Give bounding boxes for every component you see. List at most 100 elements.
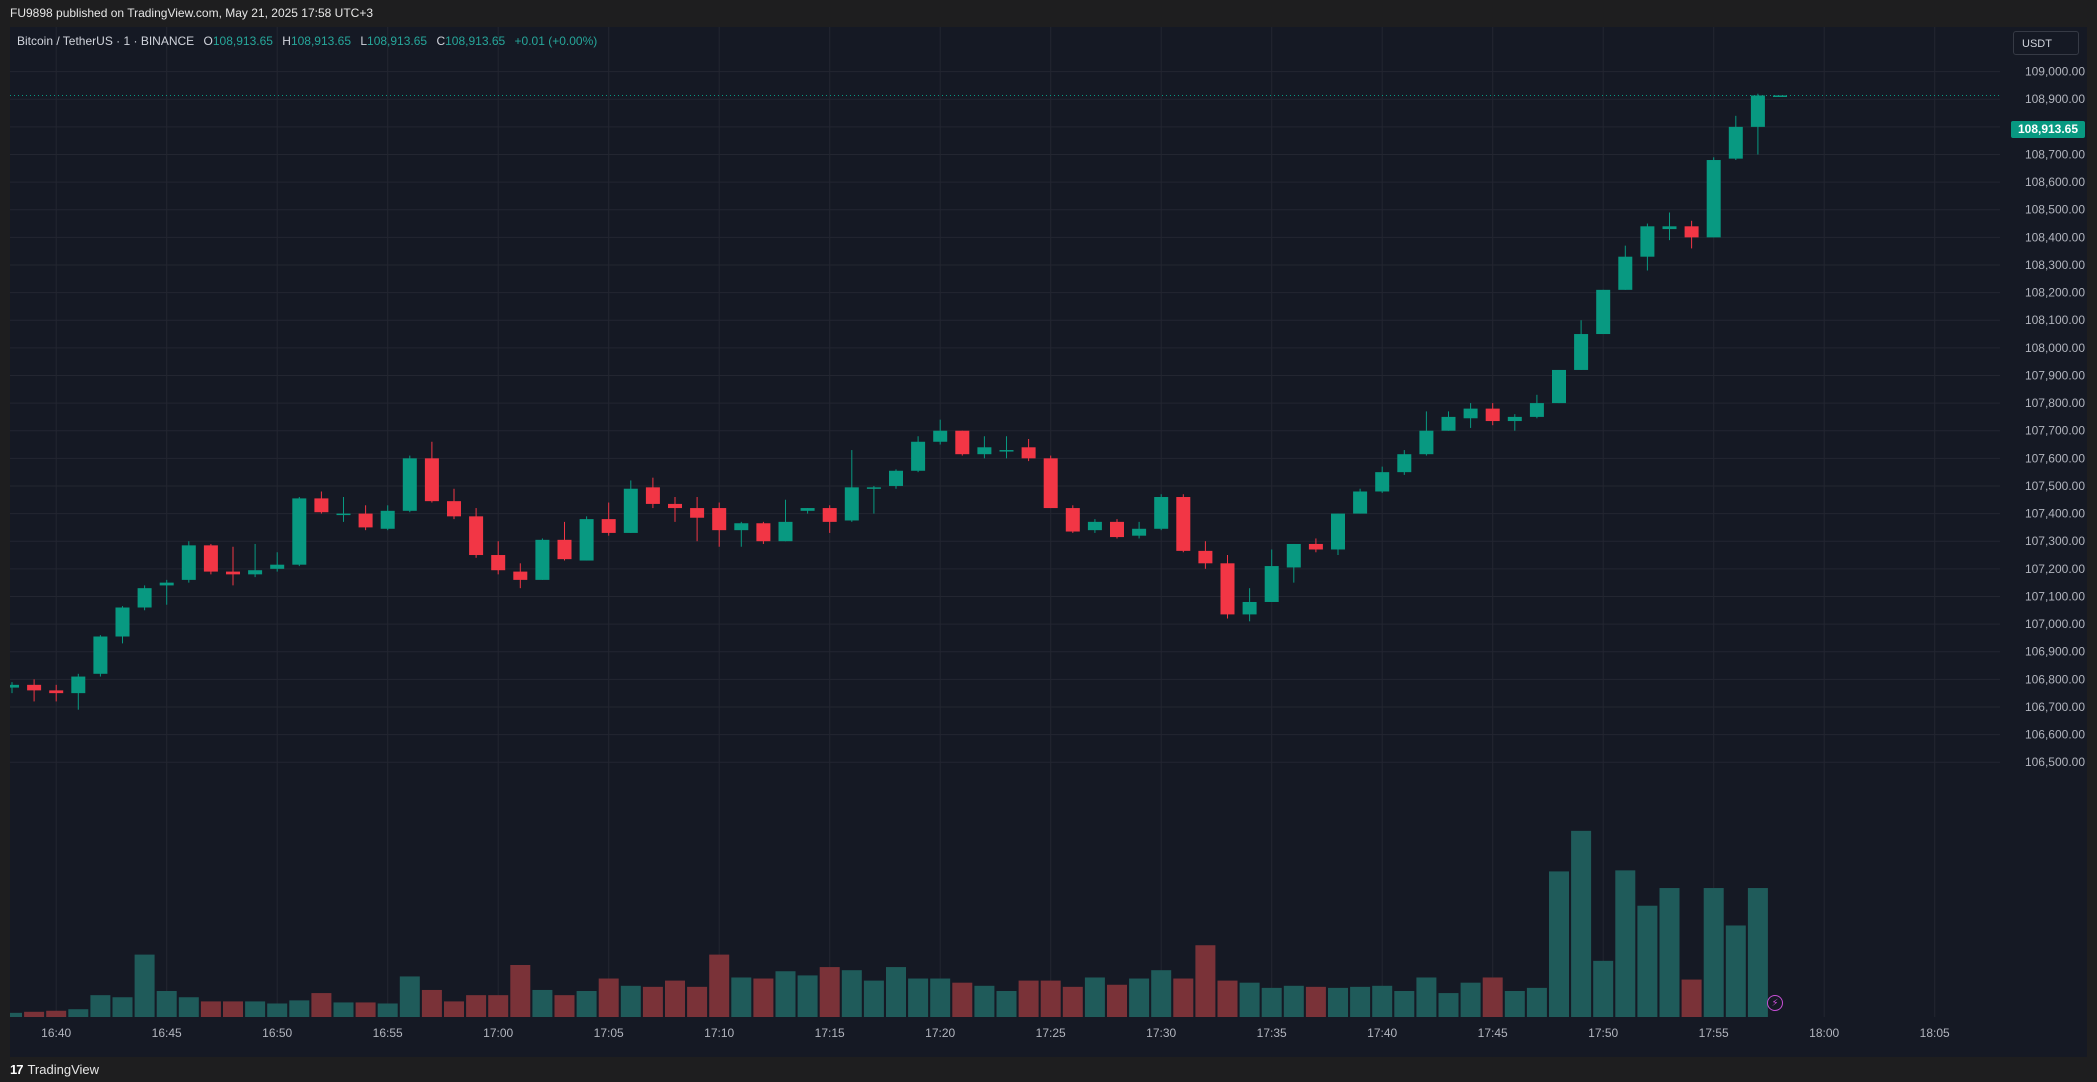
candle-body xyxy=(623,488,638,533)
candle-body xyxy=(977,447,992,455)
price-tick-label: 107,900.00 xyxy=(2025,368,2085,382)
volume-bar xyxy=(930,978,951,1017)
volume-bar xyxy=(1703,888,1724,1017)
published-header: FU9898 published on TradingView.com, May… xyxy=(0,0,2097,27)
candle-body xyxy=(1485,408,1500,422)
volume-bar xyxy=(1659,888,1680,1017)
candle-body xyxy=(1021,447,1036,459)
volume-bar xyxy=(1681,979,1702,1017)
change-value: +0.01 (+0.00%) xyxy=(514,34,598,48)
volume-bar xyxy=(289,1000,310,1017)
candle-body xyxy=(645,487,660,504)
volume-bar xyxy=(886,967,906,1017)
volume-bar xyxy=(1018,980,1039,1017)
chart-grid xyxy=(10,27,2000,1017)
volume-bar xyxy=(863,980,884,1017)
candle-body xyxy=(491,555,506,571)
price-tick-label: 108,400.00 xyxy=(2025,230,2085,244)
candle-body xyxy=(822,508,837,522)
price-axis: 106,500.00 106,600.00 106,700.00 106,800.00… xyxy=(2025,65,2085,770)
candle-body xyxy=(1684,226,1699,238)
lightning-icon[interactable]: ⚡ xyxy=(1767,995,1783,1011)
volume-bar xyxy=(797,975,818,1017)
candle-body xyxy=(1529,403,1544,417)
currency-button[interactable]: USDT xyxy=(2013,31,2079,55)
volume-bar xyxy=(311,993,332,1017)
candle-body xyxy=(1507,416,1522,422)
tradingview-logo-icon: 17 xyxy=(10,1061,24,1077)
volume-bar xyxy=(1151,970,1172,1017)
time-tick-label: 17:50 xyxy=(1588,1026,1618,1040)
candle-body xyxy=(402,458,417,511)
candle-body xyxy=(447,501,461,517)
brand-name: TradingView xyxy=(27,1061,100,1077)
candle-body xyxy=(1397,454,1412,473)
volume-bar xyxy=(576,991,597,1017)
candle-body xyxy=(226,571,240,575)
volume-bar xyxy=(510,965,531,1017)
price-tick-label: 107,300.00 xyxy=(2025,534,2085,548)
time-tick-label: 17:10 xyxy=(704,1026,734,1040)
chart-pane[interactable] xyxy=(10,27,2087,1057)
time-tick-label: 18:00 xyxy=(1809,1026,1839,1040)
price-tick-label: 107,200.00 xyxy=(2025,562,2085,576)
candle-body xyxy=(358,513,373,528)
candle-body xyxy=(1065,508,1080,532)
candle-body xyxy=(27,684,42,691)
candle-body xyxy=(712,508,727,531)
candle-body xyxy=(270,564,285,569)
candlestick-chart[interactable]: 106,500.00 106,600.00 106,700.00 106,800.00… xyxy=(10,27,2087,1057)
candle-body xyxy=(734,523,749,531)
time-tick-label: 16:40 xyxy=(41,1026,71,1040)
candle-body xyxy=(49,690,64,694)
volume-bar xyxy=(1305,986,1326,1017)
candle-body xyxy=(601,519,616,533)
candle-body xyxy=(1463,408,1478,419)
volume-bar xyxy=(1615,870,1636,1017)
price-tick-label: 107,800.00 xyxy=(2025,396,2085,410)
volume-bar xyxy=(1350,986,1371,1017)
last-price-tag: 108,913.65 xyxy=(2011,121,2085,138)
close-value: 108,913.65 xyxy=(445,34,506,48)
time-tick-label: 17:30 xyxy=(1146,1026,1176,1040)
time-tick-label: 17:00 xyxy=(483,1026,513,1040)
price-tick-label: 107,700.00 xyxy=(2025,424,2085,438)
volume-bar xyxy=(731,977,752,1017)
open-label: O xyxy=(203,34,213,48)
volume-bar xyxy=(1725,925,1746,1017)
candle-body xyxy=(1375,472,1390,492)
candle-body xyxy=(1110,521,1124,538)
candle-body xyxy=(933,430,948,442)
volume-bar xyxy=(1239,982,1260,1017)
candle-body xyxy=(955,430,970,455)
volume-bar xyxy=(24,1011,45,1017)
price-tick-label: 108,300.00 xyxy=(2025,258,2085,272)
low-label: L xyxy=(360,34,368,48)
volume-bar xyxy=(1549,871,1569,1017)
volume-bar xyxy=(620,985,641,1017)
volume-bar xyxy=(709,954,730,1017)
volume-bar xyxy=(178,997,199,1017)
volume-bar xyxy=(267,1003,288,1017)
volume-bar xyxy=(1129,978,1150,1017)
price-tick-label: 107,100.00 xyxy=(2025,589,2085,603)
volume-bar xyxy=(1217,980,1238,1017)
volume-bar xyxy=(46,1010,67,1017)
volume-bar xyxy=(1482,977,1503,1017)
volume-bar xyxy=(1195,945,1216,1017)
candle-body xyxy=(1662,226,1677,230)
volume-bar xyxy=(908,978,929,1017)
volume-bar xyxy=(1283,985,1304,1017)
open-value: 108,913.65 xyxy=(212,34,273,48)
candle-body xyxy=(579,519,594,561)
price-tick-label: 106,500.00 xyxy=(2025,755,2085,769)
candle-body xyxy=(844,487,859,521)
time-tick-label: 17:25 xyxy=(1036,1026,1066,1040)
volume-bar xyxy=(1526,987,1547,1017)
time-axis: 16:40 16:45 16:50 16:55 17:00 17:05 17:10 17:15… xyxy=(41,1026,1950,1040)
candle-body xyxy=(1154,497,1169,529)
volume-bar xyxy=(841,970,862,1017)
low-value: 108,913.65 xyxy=(367,34,428,48)
volume-bar xyxy=(1328,987,1348,1017)
tradingview-logo[interactable]: 17 TradingView xyxy=(10,1058,99,1080)
